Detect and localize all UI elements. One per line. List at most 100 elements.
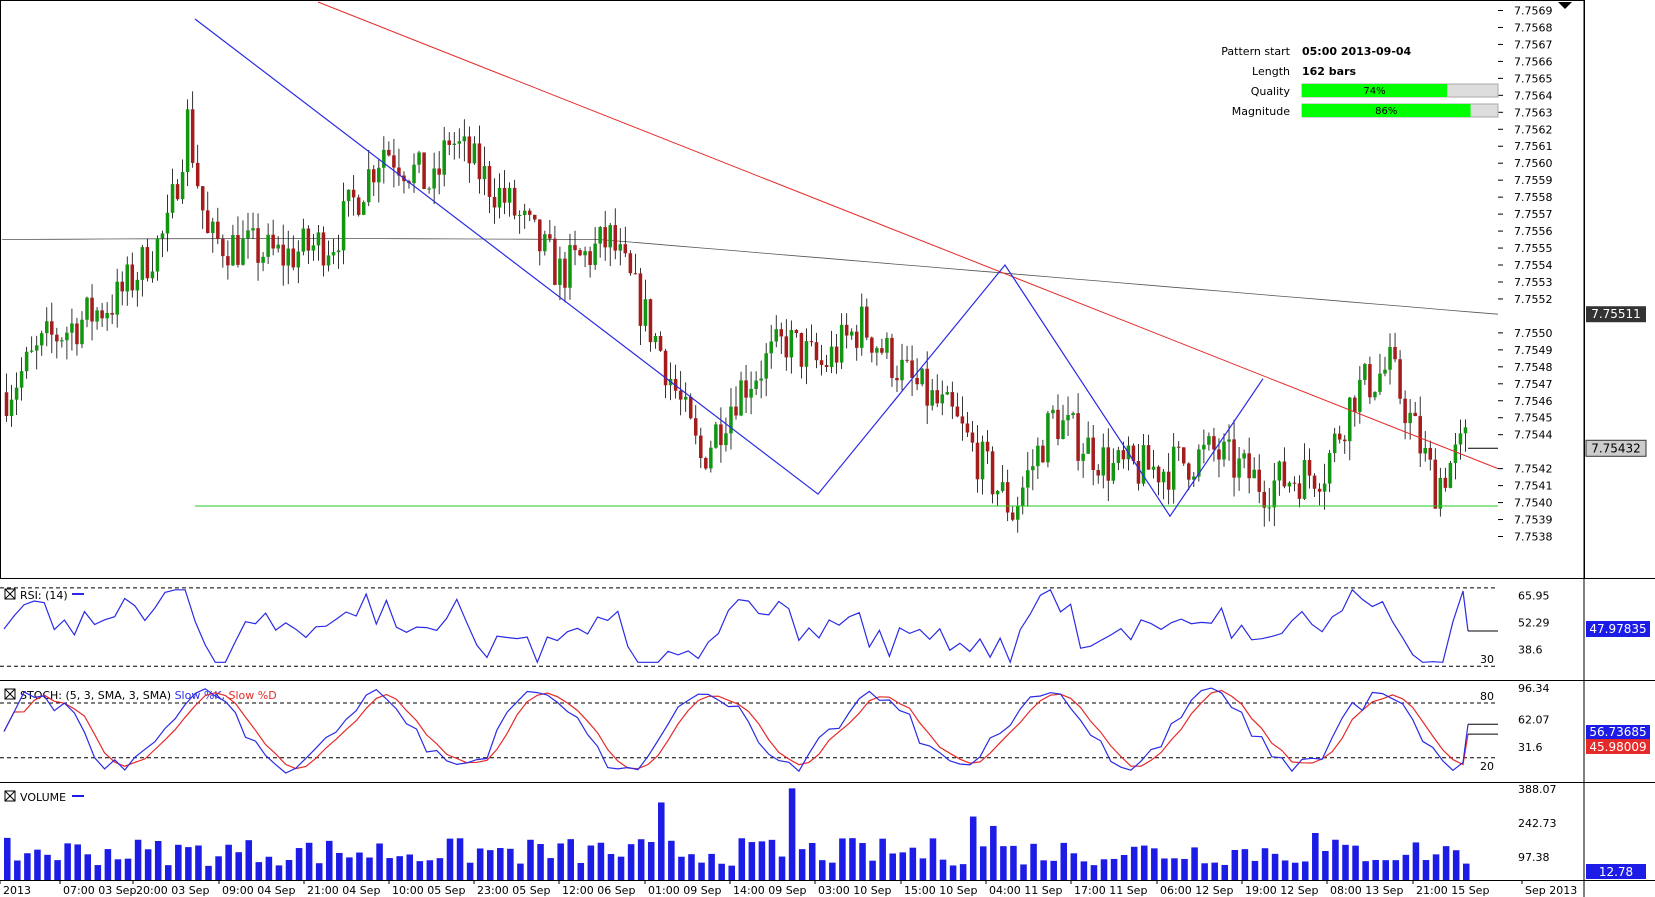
candle-body [1232, 439, 1236, 478]
price-tick-label: 7.7560 [1514, 157, 1553, 170]
candle-body [326, 255, 331, 266]
stoch-d-tag-bg [1586, 739, 1650, 754]
rsi-close-icon[interactable] [4, 588, 16, 600]
candle-body [1448, 462, 1453, 488]
volume-bar [658, 802, 665, 880]
volume-bar [54, 860, 61, 880]
price-tick-label: 7.7547 [1514, 378, 1553, 391]
time-tick-label: 17:00 11 Sep [1074, 884, 1147, 897]
volume-bar [1392, 860, 1400, 880]
stoch-panel: STOCH: (5, 3, SMA, 3, SMA) Slow %K, Slow… [0, 682, 1650, 774]
volume-bar [557, 843, 564, 880]
candle-body [241, 238, 245, 265]
volume-bar [1201, 863, 1208, 880]
volume-bar [1211, 862, 1218, 880]
price-tick-label: 7.7568 [1514, 21, 1553, 34]
price-tick-label: 7.7553 [1514, 276, 1553, 289]
candle-body [216, 221, 220, 239]
candle-body [774, 329, 779, 342]
price-tick-label: 7.7562 [1514, 123, 1553, 136]
price-tick-label: 7.7567 [1514, 38, 1553, 51]
volume-bar [195, 845, 202, 880]
volume-bar [1110, 858, 1118, 880]
candle-body [603, 227, 607, 248]
candle-body [975, 442, 980, 480]
candle-body [588, 251, 592, 265]
stoch-k-tag-bg [1586, 725, 1650, 739]
volume-bar [1130, 846, 1138, 880]
candle-body [915, 377, 919, 385]
stoch-tick-label: 96.34 [1518, 682, 1550, 695]
pattern-start-value: 05:00 2013-09-04 [1302, 45, 1412, 58]
candle-body [880, 348, 884, 353]
price-tick-label: 7.7559 [1514, 174, 1553, 187]
candle-body [60, 340, 64, 342]
volume-bar [949, 865, 957, 880]
candle-body [502, 187, 507, 203]
volume-bar [1020, 864, 1027, 880]
candle-body [427, 188, 431, 190]
candle-body [678, 390, 683, 400]
volume-bar [929, 838, 937, 880]
volume-bar [134, 839, 142, 880]
volume-bar [819, 860, 826, 880]
volume-bar [64, 843, 71, 880]
candle-body [633, 273, 638, 275]
candle-body [769, 341, 773, 354]
volume-bar [1181, 858, 1188, 880]
volume-bar [668, 840, 675, 880]
candle-body [271, 234, 275, 249]
candle-body [50, 321, 54, 335]
candle-body [799, 333, 804, 367]
volume-bar [597, 842, 605, 880]
candle-body [397, 167, 401, 176]
candle-body [29, 350, 34, 352]
candle-body [1171, 446, 1176, 490]
volume-bar [1030, 843, 1037, 880]
volume-bar [1402, 854, 1410, 880]
candle-body [1307, 459, 1312, 476]
price-tick-label: 7.7545 [1514, 412, 1553, 425]
candle-body [261, 256, 265, 263]
volume-bar [1332, 839, 1339, 880]
candle-body [533, 214, 537, 220]
time-tick-label: 19:00 12 Sep [1245, 884, 1318, 897]
candle-body [1297, 483, 1302, 499]
candle-body [1332, 433, 1337, 454]
candle-body [452, 143, 457, 145]
candle-body [1413, 412, 1417, 417]
scroll-arrow-icon[interactable] [1558, 2, 1572, 9]
stoch-d-line [3, 689, 1469, 770]
candle-body [190, 109, 195, 163]
volume-bar [175, 844, 182, 880]
candle-body [527, 210, 532, 215]
time-tick-label: 08:00 13 Sep [1330, 884, 1403, 897]
candle-body [366, 169, 371, 203]
candle-body [175, 184, 180, 200]
candle-body [1322, 483, 1327, 492]
candle-body [1036, 445, 1040, 467]
volume-bar [336, 852, 343, 880]
time-tick-label: 06:00 12 Sep [1160, 884, 1233, 897]
candle-body [729, 406, 733, 434]
candle-body [699, 435, 703, 459]
candle-body [331, 252, 336, 256]
volume-bar [366, 857, 373, 880]
candle-body [1151, 466, 1156, 470]
candle-body [311, 245, 316, 251]
candle-body [1096, 469, 1100, 476]
candle-body [829, 346, 834, 368]
candle-body [392, 155, 396, 168]
volume-bar [305, 842, 313, 880]
price-tick-label: 7.7541 [1514, 480, 1553, 493]
volume-label: VOLUME [20, 791, 66, 804]
candle-body [1388, 346, 1392, 370]
volume-bar [1462, 863, 1470, 880]
volume-close-icon[interactable] [4, 790, 16, 802]
candle-body [130, 264, 135, 291]
volume-bar [718, 863, 725, 880]
volume-value-tag-bg [1586, 864, 1646, 879]
stoch-close-icon[interactable] [4, 688, 16, 700]
candle-body [34, 345, 39, 351]
stoch-k-tag: 56.73685 [1589, 725, 1646, 739]
